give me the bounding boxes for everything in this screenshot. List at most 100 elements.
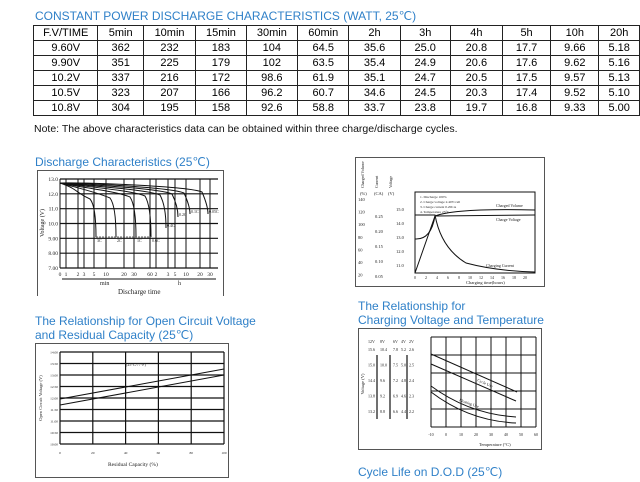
unit: (V) (388, 191, 395, 196)
table-cell: 207 (142, 85, 197, 101)
curve-label: 3C (97, 238, 102, 243)
x-tick: 20 (121, 272, 127, 278)
y-tick: 12.0 (48, 192, 58, 198)
table-cell: 9.60V (32, 40, 99, 56)
table-cell: 4h (449, 25, 503, 41)
v-tick: 2.4 (409, 378, 414, 383)
table-cell: 35.6 (348, 40, 401, 56)
x-tick: 80 (189, 451, 193, 455)
table-cell: 166 (195, 85, 247, 101)
x-tick: 16 (501, 275, 505, 280)
discharge-chart: 13.0 12.0 11.0 10.0 9.00 8.00 7.00 0 1 2 3 5 10 20 30 6… (37, 170, 224, 296)
curve-label: 0.1C (191, 209, 199, 214)
table-cell: 5min (97, 25, 144, 41)
discharge-curve (59, 182, 137, 238)
table-cell: 9.90V (32, 55, 99, 71)
curve-label: 0.05C (209, 209, 219, 214)
table-cell: 60.7 (297, 85, 350, 101)
discharge-table: F.V/TIME 5min 10min 15min 30min 60min 2h 3h 4h 5h… (32, 25, 640, 116)
table-cell: 24.7 (399, 70, 451, 86)
x-tick: 0 (59, 272, 62, 278)
tick: 0 (358, 285, 361, 286)
y-tick: 14.00 (50, 351, 58, 355)
y-tick: 13.0 (48, 177, 58, 183)
x-tick: 2 (77, 272, 80, 278)
table-header-row: F.V/TIME 5min 10min 15min 30min 60min 2h 3h 4h 5h… (32, 25, 640, 41)
table-cell: 3h (399, 25, 451, 41)
x-tick: 3 (83, 272, 86, 278)
table-cell: 60min (297, 25, 350, 41)
discharge-curve (59, 182, 209, 215)
table-cell: 232 (142, 40, 197, 56)
x-tick: 8 (458, 275, 460, 280)
axis-label: Voltage (388, 176, 393, 188)
v-tick: 2.2 (409, 409, 414, 414)
v-tick: 2.5 (409, 363, 414, 368)
tick: 80 (358, 235, 363, 240)
discharge-curve (59, 182, 117, 238)
cvt-title-line2: Charging Voltage and Temperature (358, 313, 544, 327)
x-axis-label: Charging time(hours) (466, 280, 505, 285)
table-row: 10.5V 323 207 166 96.2 60.7 34.6 24.5 20.3 17.4 9.… (32, 85, 640, 101)
x-tick: 10 (468, 275, 472, 280)
table-row: 10.2V 337 216 172 98.6 61.9 35.1 24.7 20.5 17.5 9.… (32, 70, 640, 86)
table-cell: 5h (501, 25, 552, 41)
x-tick: 30 (131, 272, 137, 278)
cycle-life-title: Cycle Life on D.O.D (25℃) (358, 465, 503, 479)
table-cell: 24.9 (399, 55, 451, 71)
tick: 12.0 (396, 249, 405, 254)
v-tick: 9.2 (380, 394, 385, 399)
x-tick: 30 (489, 432, 493, 437)
table-cell: 96.2 (245, 85, 299, 101)
table-cell: 20.3 (449, 85, 503, 101)
table-cell: 25.0 (399, 40, 451, 56)
x-tick: 0 (414, 275, 416, 280)
discharge-curve (59, 182, 179, 218)
x-tick: 10 (183, 272, 189, 278)
y-axis-label: Open Circuit Voltage (V) (38, 375, 43, 421)
table-cell: 172 (195, 70, 247, 86)
x-tick: 30 (207, 272, 213, 278)
y-tick: 12.00 (50, 397, 58, 401)
annotation: (25°C/77°F) (126, 362, 147, 367)
col-label: 6V (393, 339, 398, 344)
table-row: 10.8V 304 195 158 92.6 58.8 33.7 23.8 19.7 16.8 9.… (32, 100, 640, 116)
x-tick: 20 (91, 451, 95, 455)
y-tick: 9.00 (48, 236, 58, 242)
unit: (%) (360, 191, 367, 196)
tick: 15.0 (396, 207, 405, 212)
v-tick: 2.3 (409, 394, 414, 399)
x-tick: 3 (167, 272, 170, 278)
v-tick: 6.9 (393, 394, 398, 399)
table-cell: 9.62 (550, 55, 600, 71)
table-cell: 34.6 (348, 85, 401, 101)
table-cell: 5.13 (598, 70, 640, 86)
tick: 0.15 (375, 244, 384, 249)
x-tick: 5 (93, 272, 96, 278)
table-cell: 9.33 (550, 100, 600, 116)
table-cell: 17.7 (501, 40, 552, 56)
x-tick: 0 (445, 432, 447, 437)
axis-label: Current (374, 175, 379, 188)
x-tick: 5 (174, 272, 177, 278)
v-tick: 7.8 (393, 347, 398, 352)
x-tick: 14 (490, 275, 494, 280)
table-cell: 304 (97, 100, 144, 116)
v-tick: 7.2 (393, 378, 398, 383)
x-tick: -10 (428, 432, 433, 437)
table-cell: 19.7 (449, 100, 503, 116)
ocv-chart: 14.00 13.50 13.00 12.50 12.00 11.50 11.00 10.50… (35, 343, 229, 478)
x-tick: 10 (459, 432, 463, 437)
cvt-title-line1: The Relationship for (358, 299, 466, 313)
table-cell: 179 (195, 55, 247, 71)
ocv-title-line2: and Residual Capacity (25℃) (35, 328, 194, 342)
series-label: Cycle Use (477, 377, 494, 388)
float-lower (430, 391, 517, 424)
table-cell: 158 (195, 100, 247, 116)
table-cell: 195 (142, 100, 197, 116)
table-cell: 9.57 (550, 70, 600, 86)
x-tick: 10 (103, 272, 109, 278)
curve-label: 0.2C (179, 212, 187, 217)
tick: 120 (358, 210, 366, 215)
table-cell: 5.10 (598, 85, 640, 101)
